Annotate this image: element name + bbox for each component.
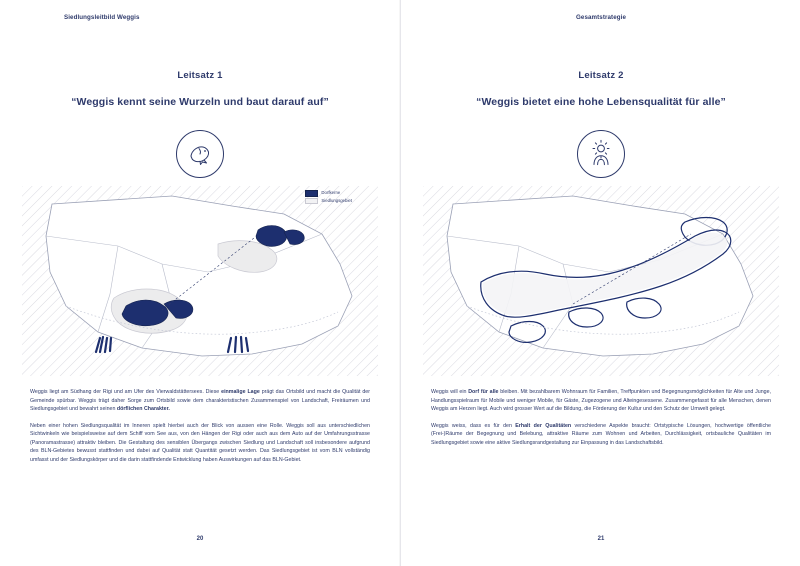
leitsatz-2-kicker: Leitsatz 2 xyxy=(578,70,624,81)
road-dotted xyxy=(466,305,740,335)
legend-label-siedlungsgebiet: Siedlungsgebiet xyxy=(321,197,352,203)
body-text-page-21: Weggis will ein Dorf für alle bleiben. M… xyxy=(431,388,771,455)
page-21: Gesamtstrategie Leitsatz 2 “Weggis biete… xyxy=(400,0,800,566)
map-siedlungsgebiet[interactable] xyxy=(423,186,779,376)
paragraph: Neben einer hohen Siedlungsqualität im I… xyxy=(30,422,370,464)
page-number-21: 21 xyxy=(597,536,605,542)
leitsatz-2-headline: “Weggis bietet eine hohe Lebensqualität … xyxy=(476,96,726,108)
connector-dotted-line xyxy=(161,237,255,311)
page-number-20: 20 xyxy=(196,536,204,542)
paragraph: Weggis weiss, dass es für den Erhalt der… xyxy=(431,422,771,446)
fan-icon-center xyxy=(226,335,250,354)
dorfkerne-shapes xyxy=(121,225,305,327)
leitsatz-1-headline: “Weggis kennt seine Wurzeln und baut dar… xyxy=(71,96,329,108)
road-dotted xyxy=(65,305,339,335)
spread-gutter xyxy=(399,0,401,566)
running-head-right: Gesamtstrategie xyxy=(576,14,626,21)
person-sun-icon xyxy=(576,130,625,178)
legend-swatch-siedlungsgebiet xyxy=(305,197,319,205)
body-text-page-20: Weggis liegt am Südhang der Rigi und am … xyxy=(30,388,370,473)
page-20: Siedlungsleitbild Weggis Leitsatz 1 “Weg… xyxy=(22,14,378,542)
map-dorfkerne[interactable]: Dorfkerne Siedlungsgebiet xyxy=(22,186,378,376)
paragraph: Weggis will ein Dorf für alle bleiben. M… xyxy=(431,389,771,413)
connector-dotted-line xyxy=(572,233,692,305)
legend-item-dorfkerne: Dorfkerne xyxy=(305,190,352,197)
leitsatz-1-kicker: Leitsatz 1 xyxy=(177,70,223,81)
legend-label-dorfkerne: Dorfkerne xyxy=(321,190,341,195)
legend-swatch-dorfkerne xyxy=(305,190,319,197)
fish-icon xyxy=(176,130,224,178)
map-legend: Dorfkerne Siedlungsgebiet xyxy=(305,190,352,205)
settlement-band-fill xyxy=(482,232,728,316)
fan-icon-left xyxy=(94,335,113,354)
settlement-band xyxy=(480,216,732,343)
running-head-left: Siedlungsleitbild Weggis xyxy=(64,14,140,21)
paragraph: Weggis liegt am Südhang der Rigi und am … xyxy=(30,389,370,413)
legend-item-siedlungsgebiet: Siedlungsgebiet xyxy=(305,198,352,205)
